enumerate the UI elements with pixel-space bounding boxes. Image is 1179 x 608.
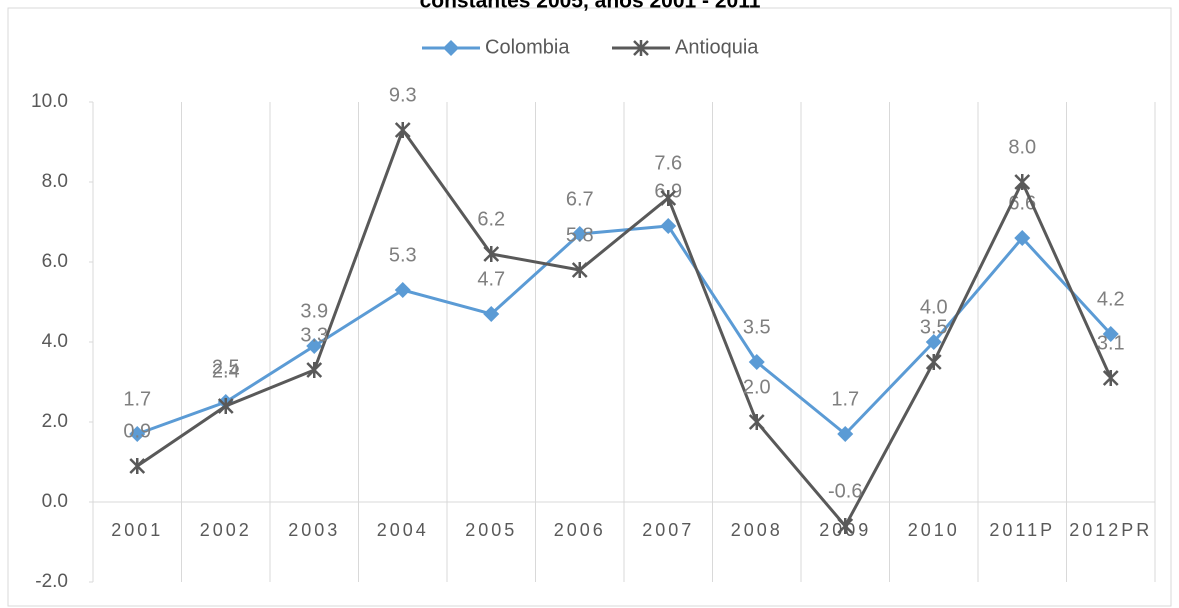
point <box>394 122 411 138</box>
point <box>394 282 411 298</box>
series-line <box>136 126 1113 529</box>
point <box>660 190 677 206</box>
x-tick-label: 2008 <box>731 520 783 540</box>
x-tick-label: 2010 <box>908 520 960 540</box>
x-tick-label: 2003 <box>288 520 340 540</box>
point <box>571 226 588 242</box>
y-tick-label: -2.0 <box>35 571 68 592</box>
x-tick-label: 2006 <box>554 520 606 540</box>
x-tick-label: 2002 <box>200 520 252 540</box>
legend-marker <box>443 40 459 56</box>
data-label: 2.4 <box>212 360 240 382</box>
data-label: 3.5 <box>743 316 771 338</box>
x-tick-label: 2007 <box>642 520 694 540</box>
point <box>1014 230 1031 246</box>
point <box>748 354 765 370</box>
data-label: 4.2 <box>1097 288 1125 310</box>
point <box>571 262 588 278</box>
data-label: 9.3 <box>389 84 417 106</box>
data-label: -0.6 <box>828 480 862 502</box>
legend-label: Colombia <box>485 36 570 58</box>
data-label: 2.5 <box>212 356 240 378</box>
point <box>129 426 146 442</box>
y-tick-label: 10.0 <box>31 91 68 112</box>
data-label: 3.5 <box>920 316 948 338</box>
point <box>483 246 500 262</box>
data-label: 3.1 <box>1097 332 1125 354</box>
point <box>925 354 942 370</box>
point <box>129 458 146 474</box>
data-label: 6.2 <box>477 208 505 230</box>
data-label: 1.7 <box>831 388 859 410</box>
point <box>837 518 854 534</box>
y-tick-label: 4.0 <box>42 331 68 352</box>
legend-label: Antioquia <box>675 36 759 58</box>
data-label: 8.0 <box>1008 136 1036 158</box>
legend-marker <box>633 40 649 56</box>
data-label: 7.6 <box>654 152 682 174</box>
series-line <box>136 224 1112 437</box>
x-tick-label: 2004 <box>377 520 429 540</box>
point <box>925 334 942 350</box>
y-tick-label: 6.0 <box>42 251 68 272</box>
data-label: 4.7 <box>477 268 505 290</box>
data-label: 5.3 <box>389 244 417 266</box>
y-tick-label: 0.0 <box>42 491 68 512</box>
point <box>1014 174 1031 190</box>
data-label: 2.0 <box>743 376 771 398</box>
x-tick-label: 2009 <box>819 520 871 540</box>
point <box>483 306 500 322</box>
point <box>217 398 234 414</box>
data-label: 4.0 <box>920 296 948 318</box>
data-label: 1.7 <box>123 388 151 410</box>
y-tick-label: 2.0 <box>42 411 68 432</box>
point <box>306 338 323 354</box>
point <box>660 218 677 234</box>
point <box>306 362 323 378</box>
chart-border <box>7 7 1172 607</box>
point <box>1102 370 1119 386</box>
data-label: 5.8 <box>566 224 594 246</box>
x-tick-label: 2001 <box>111 520 163 540</box>
chart-title: constantes 2005, años 2001 - 2011 <box>420 0 761 13</box>
data-label: 3.3 <box>300 324 328 346</box>
point <box>837 426 854 442</box>
x-tick-label: 2005 <box>465 520 517 540</box>
x-tick-label: 2011P <box>989 520 1055 540</box>
x-tick-label: 2012PR <box>1069 520 1152 540</box>
y-tick-label: 8.0 <box>42 171 68 192</box>
point <box>748 414 765 430</box>
point <box>1102 326 1119 342</box>
data-label: 0.9 <box>123 420 151 442</box>
data-label: 3.9 <box>300 300 328 322</box>
data-label: 6.7 <box>566 188 594 210</box>
